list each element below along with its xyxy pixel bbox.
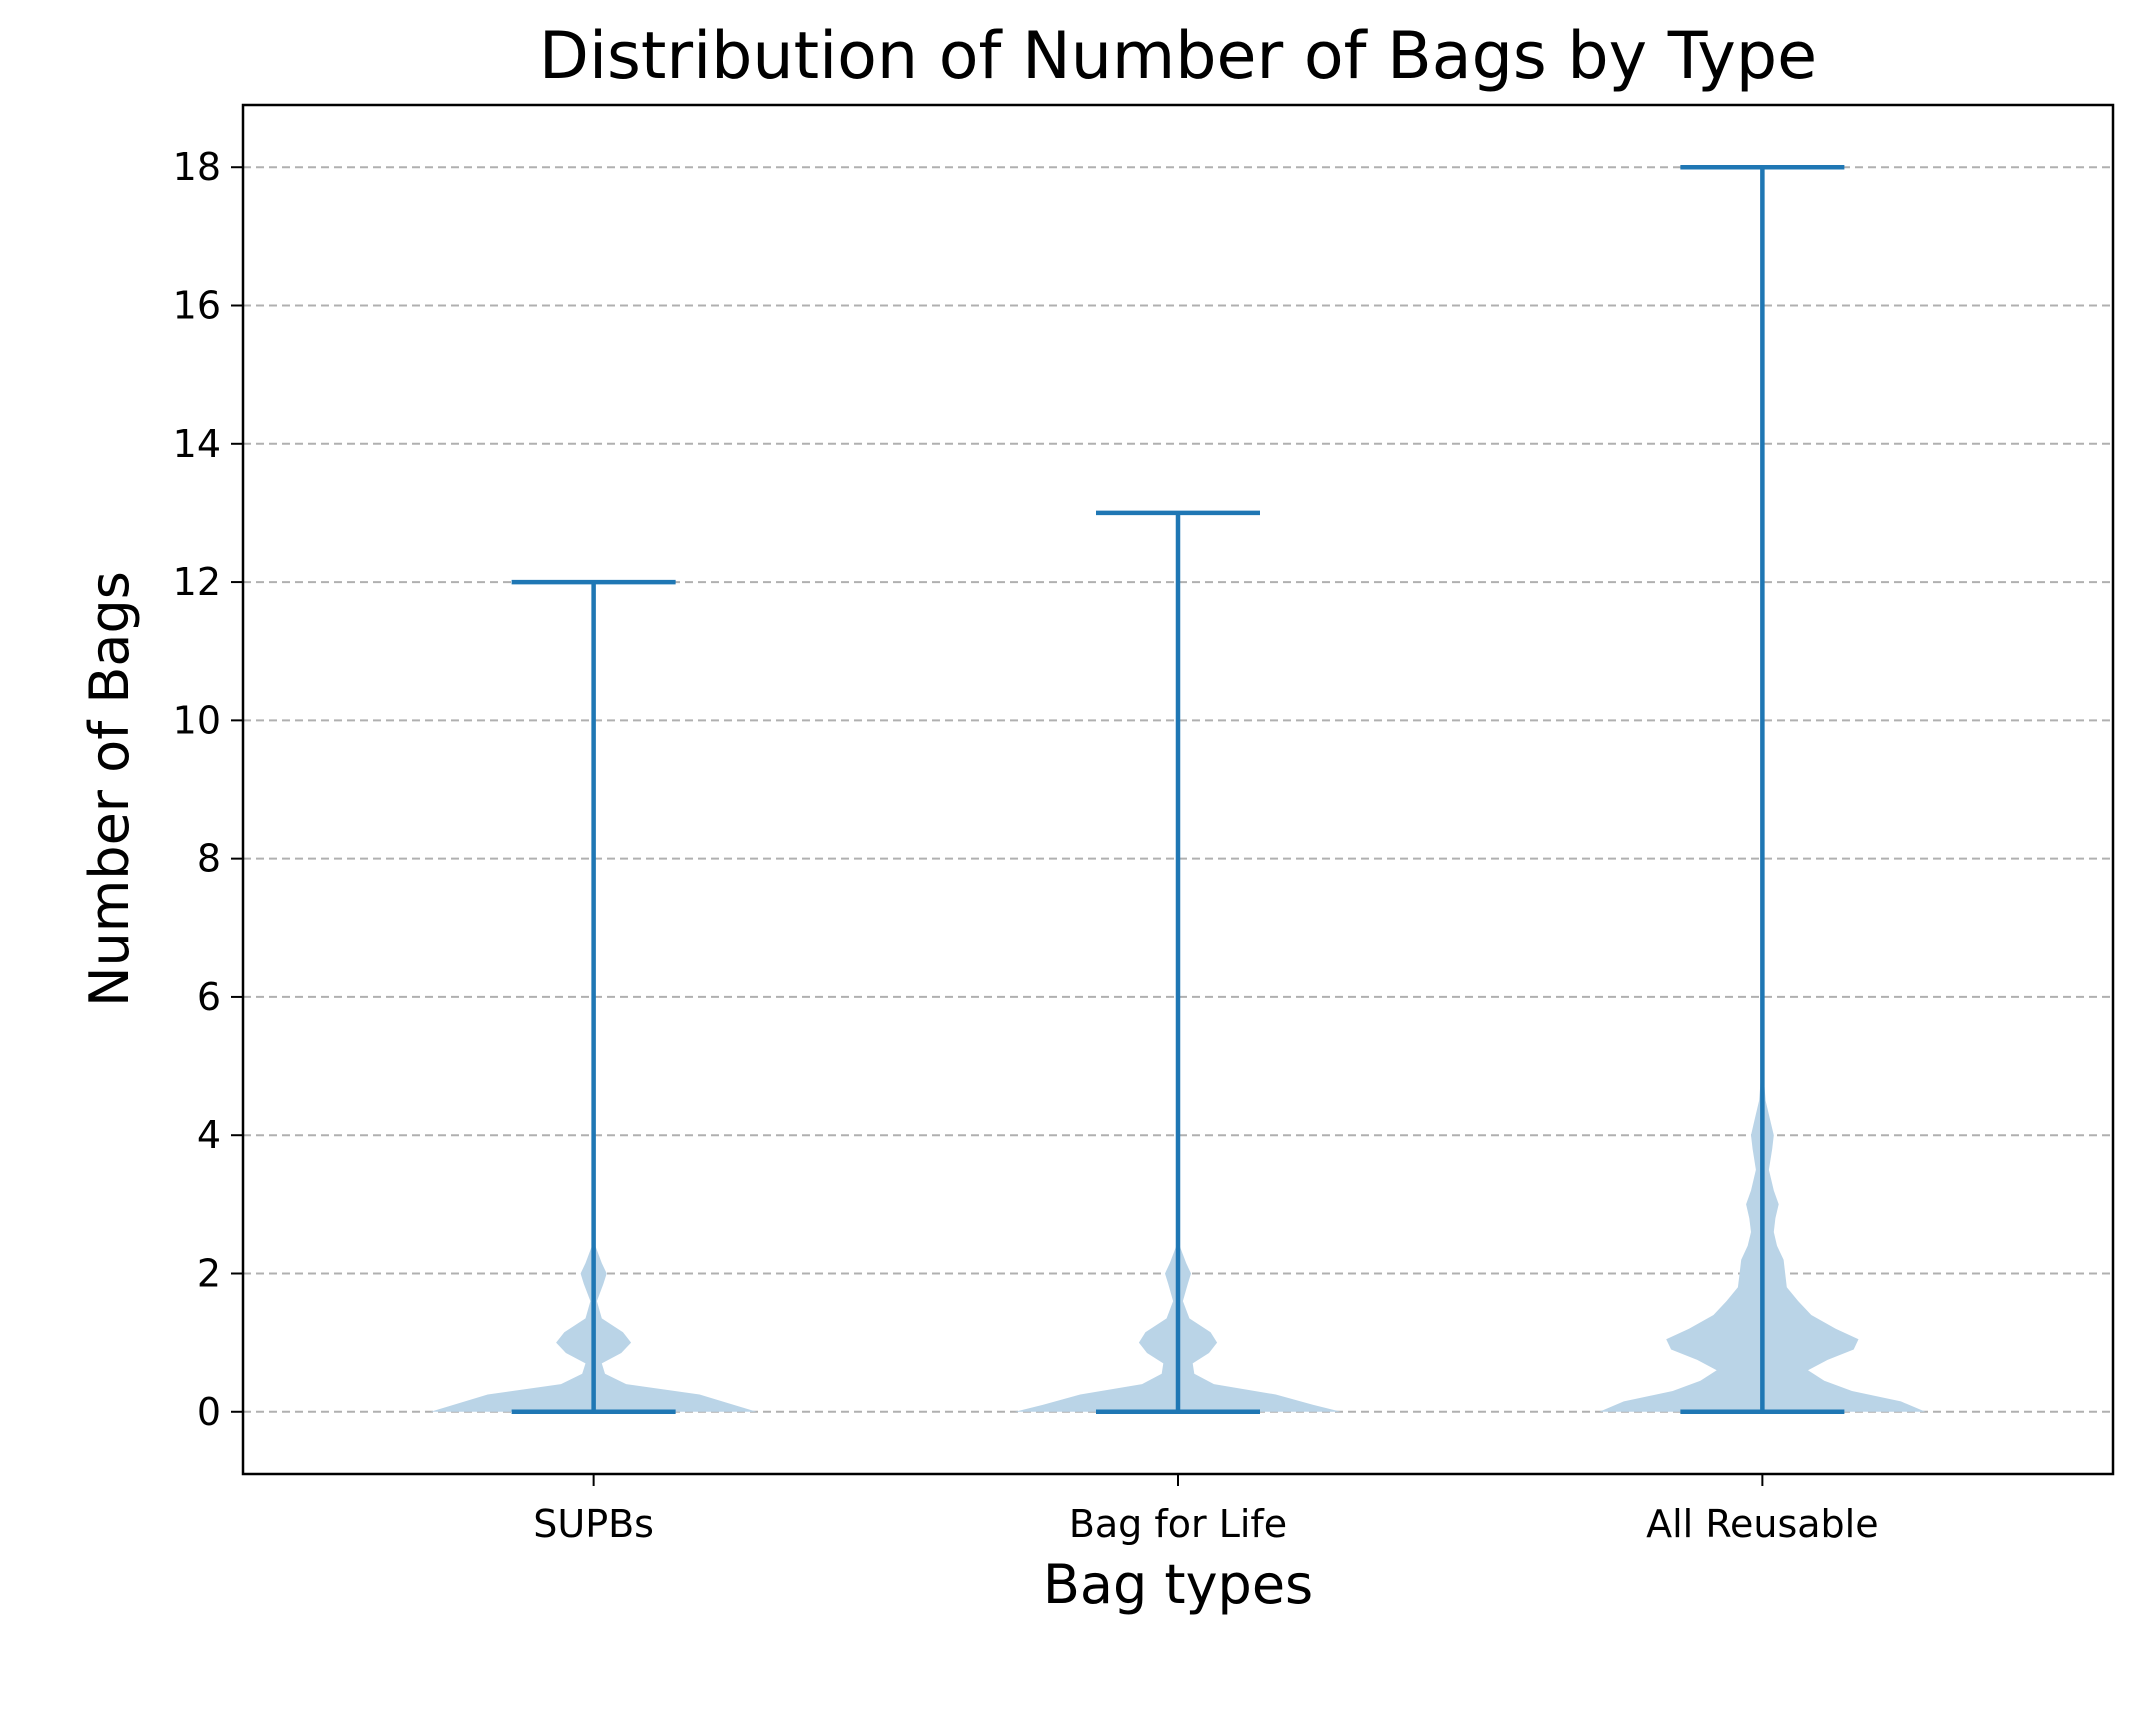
y-axis-ticks: 0 2 4 6 8 10 12 14 16 18 (173, 145, 243, 1434)
y-axis-label: Number of Bags (78, 571, 141, 1007)
x-tick-label: Bag for Life (1069, 1502, 1287, 1546)
y-tick-label: 8 (197, 837, 221, 881)
violin-extrema-lines (511, 164, 1845, 1415)
y-tick-label: 10 (173, 698, 221, 742)
y-tick-label: 0 (197, 1390, 221, 1434)
y-tick-label: 12 (173, 560, 221, 604)
x-tick-label: All Reusable (1646, 1502, 1879, 1546)
y-tick-label: 4 (197, 1113, 221, 1157)
y-tick-label: 16 (173, 284, 221, 328)
y-tick-label: 14 (173, 422, 221, 466)
y-tick-label: 6 (197, 975, 221, 1019)
x-tick-label: SUPBs (533, 1502, 654, 1546)
y-tick-label: 2 (197, 1251, 221, 1295)
y-tick-label: 18 (173, 145, 221, 189)
x-axis-ticks: SUPBs Bag for Life All Reusable (533, 1474, 1879, 1546)
x-axis-label: Bag types (1043, 1553, 1313, 1616)
chart-title: Distribution of Number of Bags by Type (539, 19, 1817, 94)
